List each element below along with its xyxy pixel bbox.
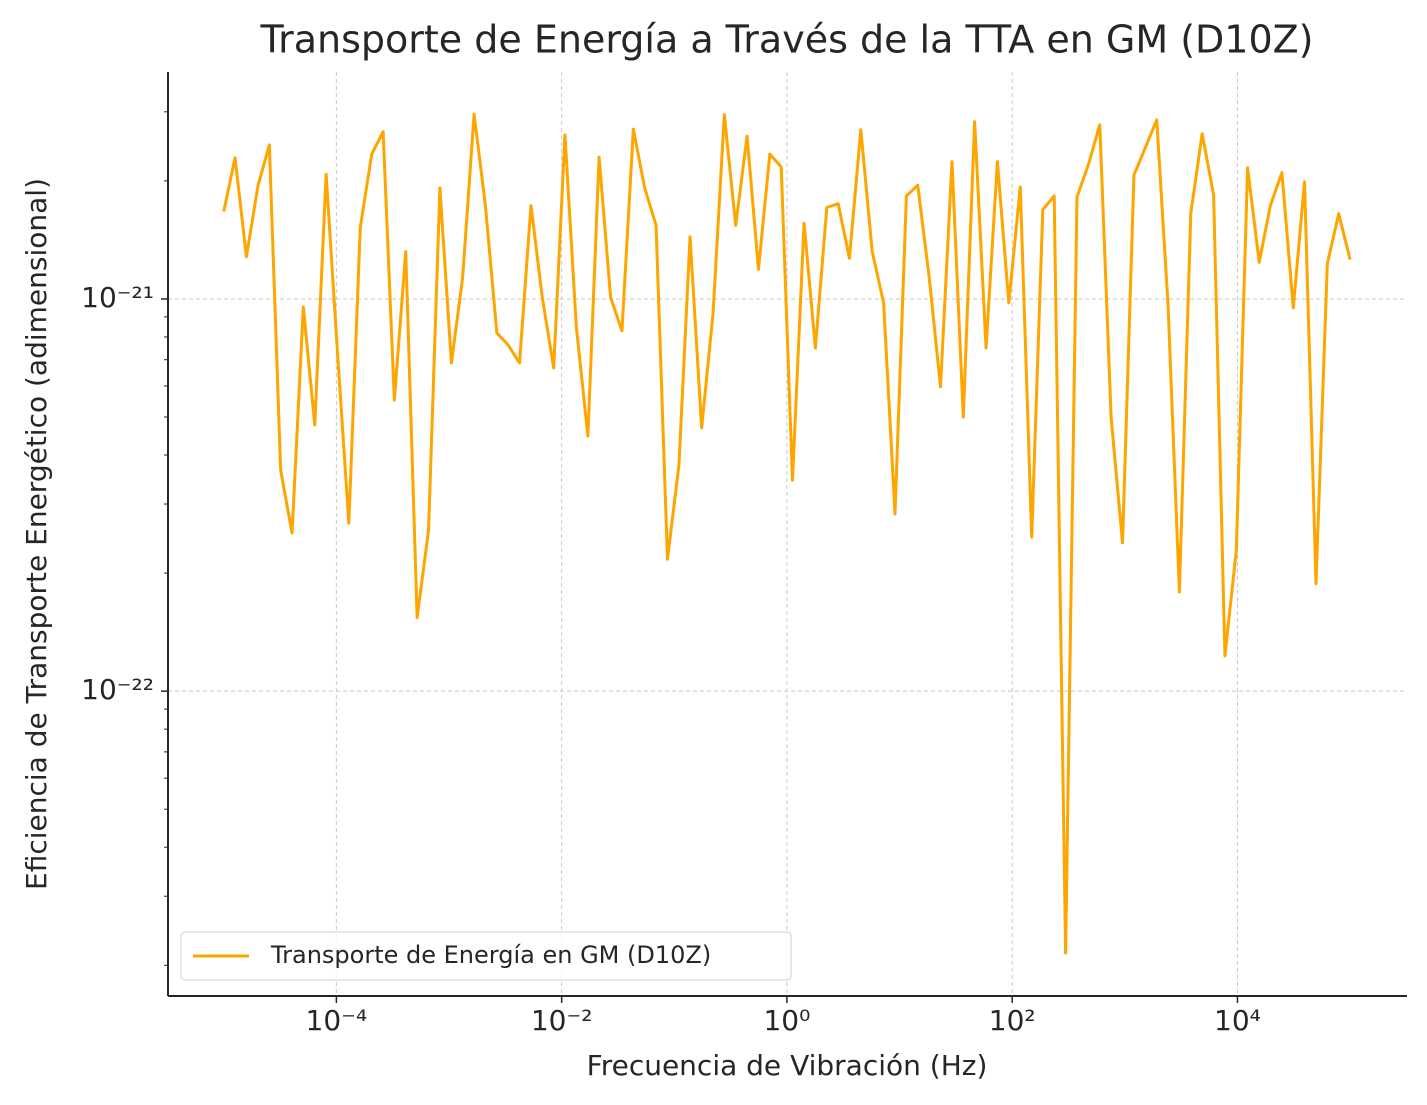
y-tick-label: 10⁻²¹ [81, 281, 154, 314]
y-axis-label: Eficiencia de Transporte Energético (adi… [20, 178, 53, 890]
data-line [222, 112, 1352, 955]
x-tick-label: 10⁰ [763, 1004, 810, 1037]
x-tick-label: 10² [989, 1004, 1036, 1037]
x-tick-label: 10⁴ [1214, 1004, 1261, 1037]
legend-box [180, 931, 792, 981]
x-tick-label: 10⁻⁴ [306, 1004, 368, 1037]
chart-title: Transporte de Energía a Través de la TTA… [260, 18, 1314, 62]
x-tick-label: 10⁻² [531, 1004, 593, 1037]
legend-label: Transporte de Energía en GM (D10Z) [270, 941, 711, 969]
y-tick-label: 10⁻²² [81, 673, 154, 706]
x-axis-label: Frecuencia de Vibración (Hz) [587, 1049, 988, 1082]
